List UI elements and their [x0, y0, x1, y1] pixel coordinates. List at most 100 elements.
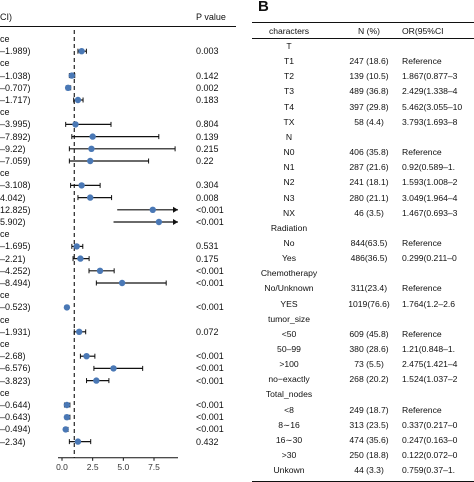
table-row-characteristic: N1: [283, 162, 295, 173]
estimate-point: [118, 279, 126, 287]
header-rule: [252, 38, 474, 39]
estimate-point: [93, 377, 100, 384]
forest-row-label: –1.931): [0, 326, 31, 337]
table-row-n: 474 (35.6): [349, 434, 389, 445]
table-row-n: 46 (3.5): [354, 207, 384, 218]
forest-row-label: –0.707): [0, 82, 31, 93]
forest-row-label: ce: [0, 387, 10, 398]
table-row-or: 3.793(1.693–8: [402, 116, 458, 127]
table-row-or: 2.429(1.338–4: [402, 86, 458, 97]
ci-header-fragment: CI): [0, 12, 12, 22]
x-tick-label: 0.0: [56, 462, 68, 472]
forest-row-label: ce: [0, 58, 10, 69]
forest-row-label: –2.21): [0, 253, 26, 264]
table-row-characteristic: <8: [284, 404, 294, 415]
table-row-n: 247 (18.6): [349, 56, 389, 67]
forest-row-pvalue: 0.215: [196, 143, 219, 154]
forest-row-label: –0.494): [0, 424, 31, 435]
table-row-characteristic: T1: [283, 56, 295, 67]
table-row-n: 250 (18.8): [349, 450, 389, 461]
table-row-or: 1.867(0.877–3: [402, 71, 458, 82]
forest-row-label: ce: [0, 314, 10, 325]
forest-row-pvalue: <0.001: [196, 412, 224, 423]
table-group-label: Chemotherapy: [260, 268, 318, 279]
table-row-or: 0.299(0.211–0: [402, 253, 457, 264]
table-row-or: 2.475(1.421–4: [402, 359, 458, 370]
table-row-or: Reference: [402, 237, 442, 248]
table-row-or: 0.247(0.163–0: [402, 434, 458, 445]
forest-row-pvalue: <0.001: [196, 278, 224, 288]
forest-row-pvalue: <0.001: [196, 302, 224, 313]
forest-row-label: –2.34): [0, 436, 26, 447]
table-row-characteristic: T3: [283, 86, 295, 97]
table-row-n: 609 (45.8): [349, 328, 389, 339]
estimate-point: [68, 72, 76, 79]
forest-row-pvalue: <0.001: [196, 204, 224, 215]
forest-row-label: –7.059): [0, 156, 31, 166]
estimate-point: [63, 414, 71, 421]
table-row-characteristic: TX: [283, 116, 295, 127]
table-row-or: 0.92(0.589–1.: [402, 162, 456, 173]
x-tick-label: 7.5: [148, 462, 160, 472]
forest-row-pvalue: 0.304: [196, 180, 219, 191]
forest-row-pvalue: 0.003: [196, 46, 219, 57]
table-row-characteristic: Yes: [281, 253, 297, 264]
forest-plot-svg: 0.0 2.5 5.0 7.5: [56, 30, 178, 472]
col-header-or: OR(95%CI: [402, 26, 444, 36]
estimate-point: [149, 206, 156, 213]
pvalue-header: P value: [196, 12, 226, 22]
table-row-n: 44 (3.3): [354, 465, 384, 476]
forest-row-pvalue: 0.432: [196, 436, 219, 447]
forest-row-label: ce: [0, 290, 10, 301]
table-group-label: Radiation: [270, 222, 308, 233]
estimate-point: [83, 353, 90, 360]
x-tick-label: 5.0: [117, 462, 129, 472]
forest-row-pvalue: 0.142: [196, 70, 219, 81]
estimate-point: [78, 182, 85, 189]
table-row-characteristic: 8∼16: [278, 419, 300, 430]
forest-row-label: 12.825): [0, 204, 31, 215]
table-row-n: 397 (29.8): [349, 101, 389, 112]
forest-row-label: 5.902): [0, 217, 26, 227]
forest-row-label: –1.717): [0, 95, 31, 105]
forest-row-pvalue: 0.175: [196, 253, 219, 264]
table-row-or: 1.764(1.2–2.6: [402, 298, 456, 309]
forest-row-label: –6.576): [0, 363, 31, 374]
estimate-point: [110, 365, 117, 372]
forest-row-label: –3.995): [0, 119, 31, 130]
estimate-point: [77, 255, 84, 262]
panel-letter: B: [258, 0, 269, 15]
forest-row-label: –0.643): [0, 412, 31, 423]
table-group-label: tumor_size: [267, 313, 311, 324]
table-row-n: 241 (18.1): [349, 177, 389, 188]
table-row-n: 1019(76.6): [348, 298, 390, 309]
table-row-n: 249 (18.7): [349, 404, 389, 415]
table-row-characteristic: No/Unknown: [264, 283, 314, 294]
estimate-point: [87, 194, 94, 201]
table-group-label: N: [285, 131, 293, 142]
table-row-or: 1.593(1.008–2: [402, 177, 458, 188]
table-group-label: Total_nodes: [265, 389, 313, 400]
col-header-characters: characters: [268, 26, 310, 36]
table-row-characteristic: N2: [283, 177, 295, 188]
forest-row-label: –1.989): [0, 46, 31, 57]
forest-row-label: –9.22): [0, 143, 26, 154]
forest-row-pvalue: 0.22: [196, 156, 214, 166]
table-row-n: 486(36.5): [350, 253, 388, 264]
forest-row-pvalue: 0.804: [196, 119, 219, 130]
table-row-characteristic: 50–99: [277, 344, 301, 354]
estimate-point: [89, 133, 96, 140]
estimate-point: [73, 243, 80, 250]
table-row-n: 280 (21.1): [349, 192, 389, 203]
forest-row-pvalue: <0.001: [196, 217, 224, 227]
forest-row-pvalue: <0.001: [196, 424, 224, 435]
table-row-characteristic: N0: [283, 147, 295, 158]
table-row-n: 489 (36.8): [349, 86, 389, 97]
top-rule: [252, 22, 474, 23]
characteristics-table-panel-b: B characters N (%) OR(95%CI T T1 247 (18.6…: [242, 0, 474, 482]
forest-row-label: –3.108): [0, 180, 31, 191]
table-row-characteristic: <50: [281, 328, 297, 339]
forest-row-pvalue: <0.001: [196, 363, 224, 374]
table-row-or: 0.337(0.217–0: [402, 419, 458, 430]
table-row-n: 406 (35.8): [349, 147, 389, 158]
